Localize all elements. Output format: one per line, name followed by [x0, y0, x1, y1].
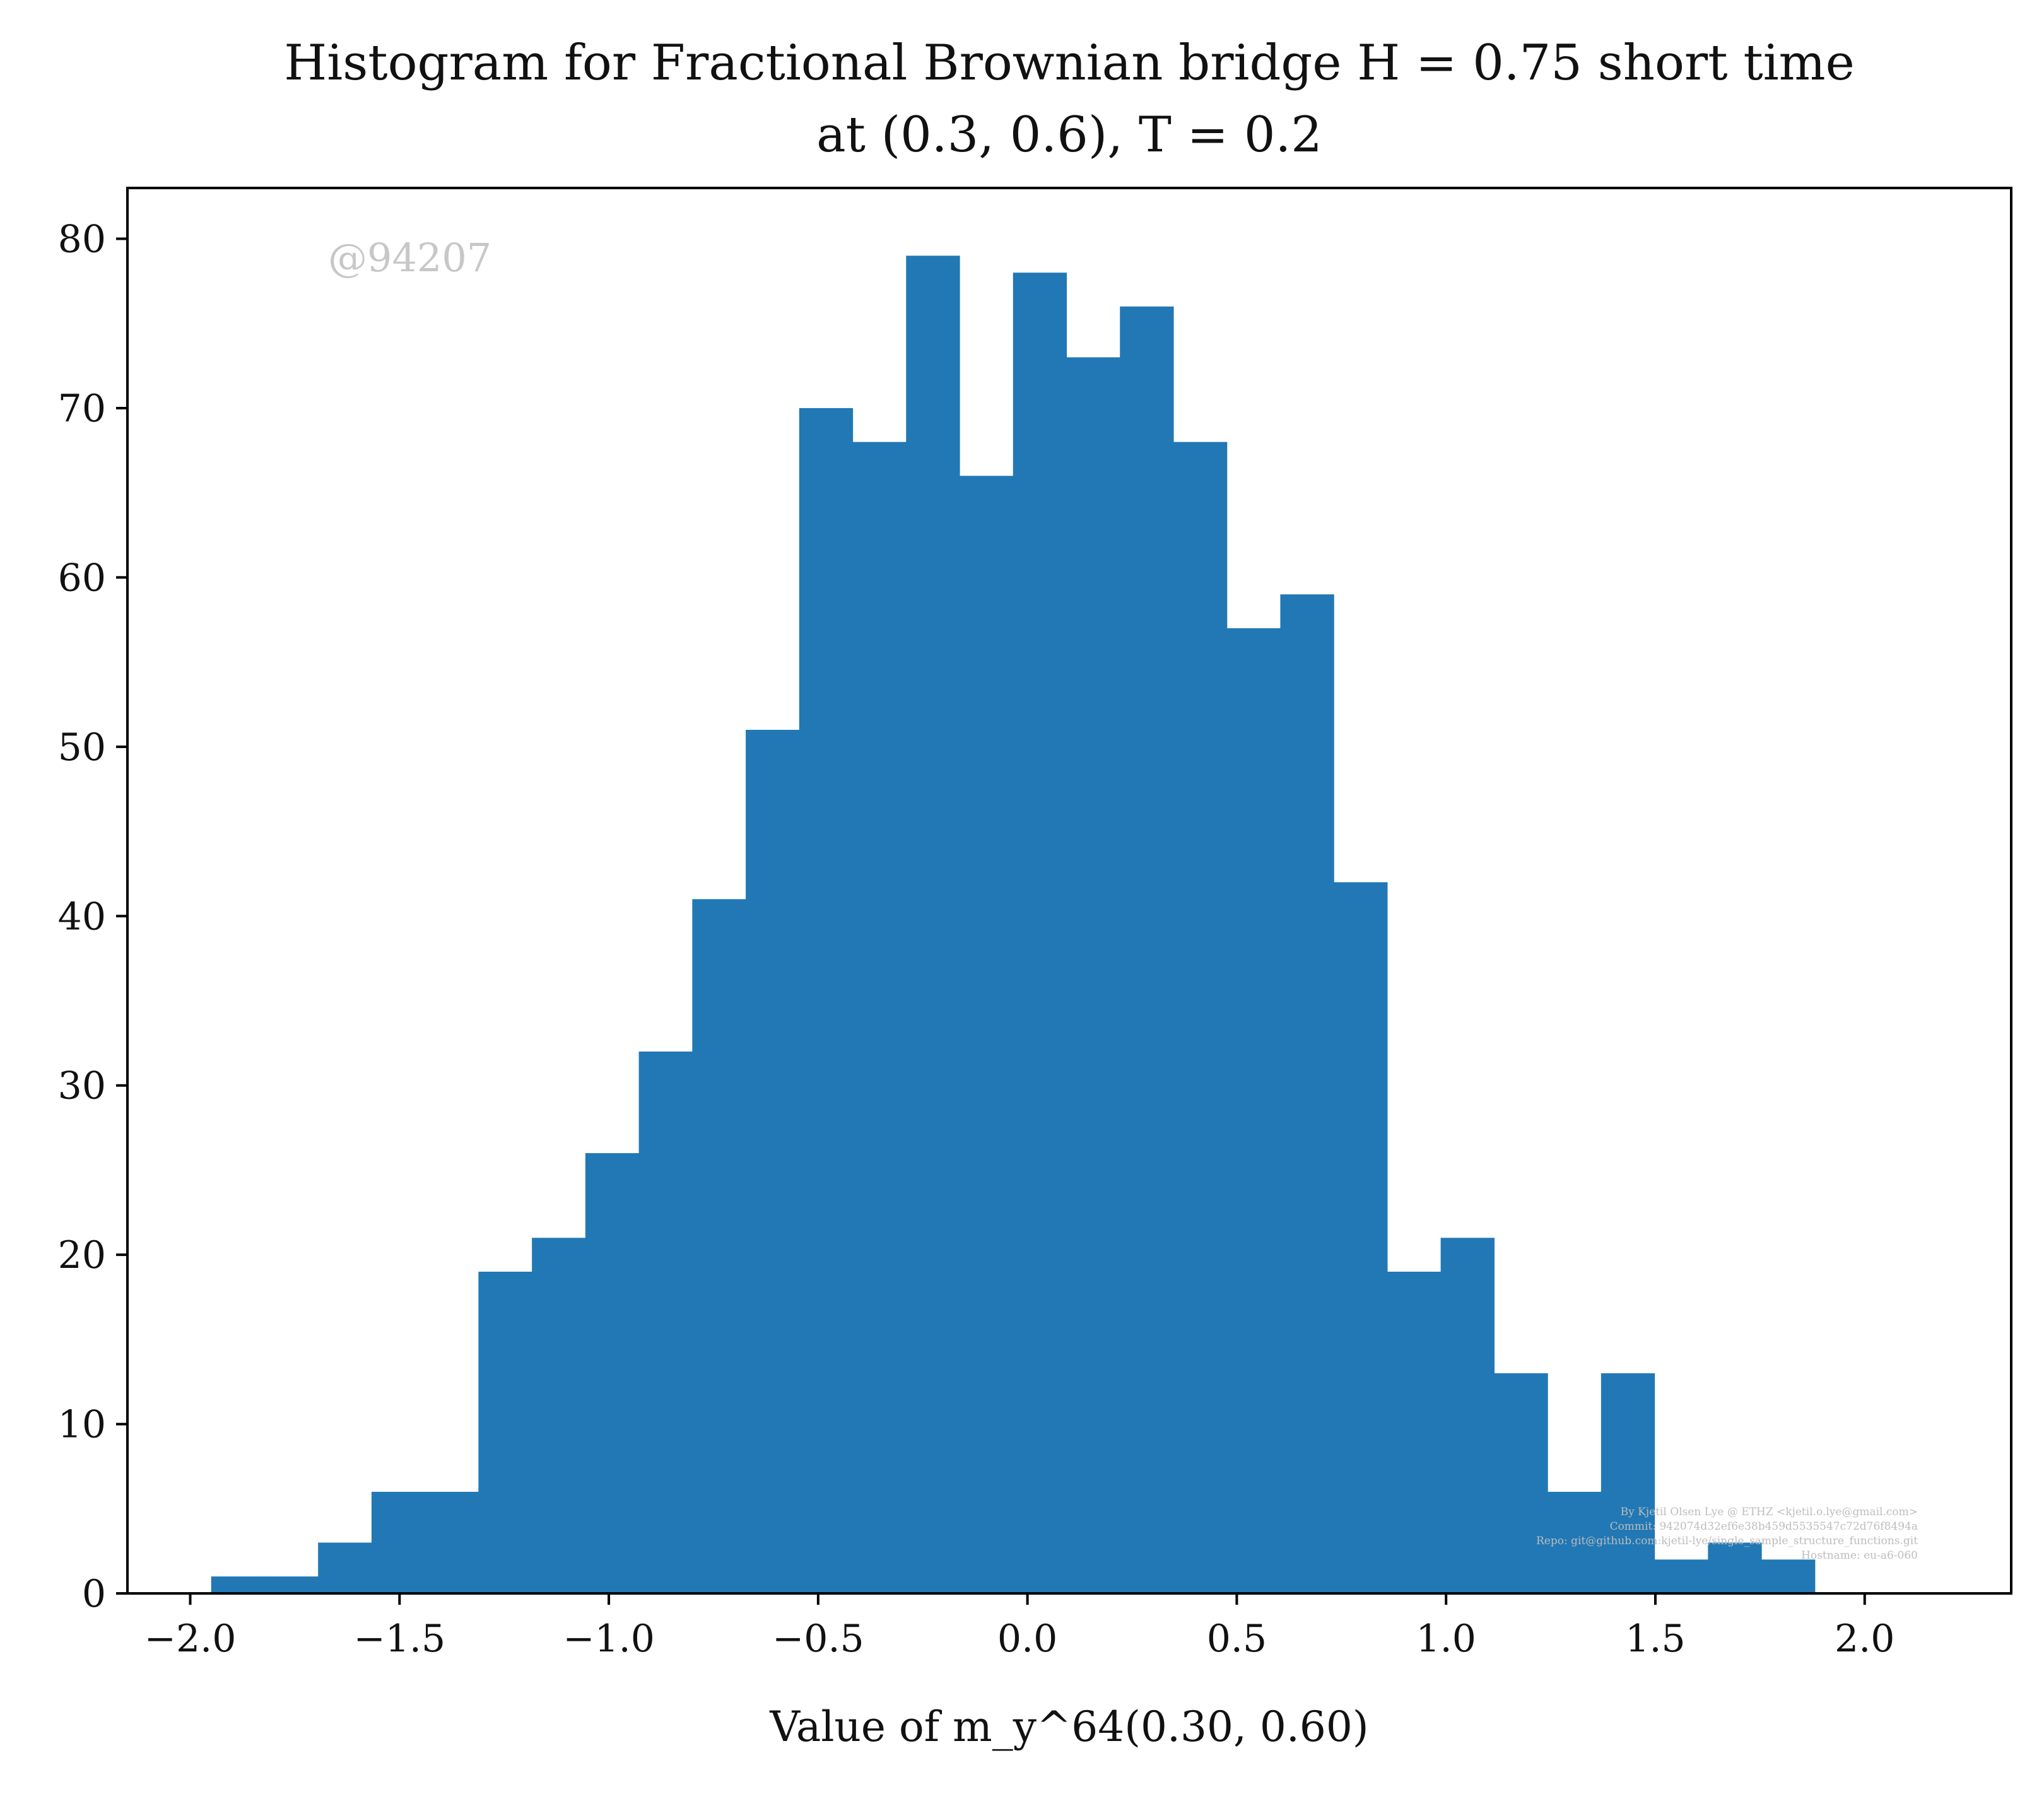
- histogram-bar: [1708, 1542, 1762, 1593]
- y-tick-label: 0: [82, 1572, 106, 1616]
- histogram-bar: [585, 1153, 640, 1593]
- histogram-bar: [1548, 1491, 1602, 1593]
- histogram-bar: [1387, 1271, 1442, 1593]
- histogram-bar: [371, 1491, 426, 1593]
- chart-subtitle: at (0.3, 0.6), T = 0.2: [816, 107, 1322, 163]
- histogram-bar: [425, 1491, 479, 1593]
- x-axis-label: Value of m_y^64(0.30, 0.60): [769, 1703, 1368, 1751]
- histogram-bar: [1120, 306, 1174, 1594]
- y-tick-label: 40: [58, 894, 106, 939]
- y-axis-ticks: 0 10 20 30 40 50 60 70 80: [58, 218, 127, 1616]
- footer-line-1: By Kjetil Olsen Lye @ ETHZ <kjetil.o.lye…: [1621, 1506, 1918, 1518]
- histogram-bar: [638, 1052, 693, 1593]
- y-tick-label: 50: [58, 725, 106, 770]
- x-tick-label: 0.5: [1207, 1617, 1267, 1661]
- histogram-bar: [1280, 594, 1334, 1593]
- histogram-bar: [1173, 442, 1228, 1593]
- histogram-bars: [211, 255, 1816, 1594]
- y-tick-label: 60: [58, 556, 106, 600]
- histogram-bar: [318, 1542, 372, 1593]
- y-tick-label: 30: [58, 1064, 106, 1108]
- histogram-bar: [211, 1576, 266, 1593]
- x-tick-label: −0.5: [772, 1617, 864, 1661]
- histogram-bar: [264, 1576, 319, 1593]
- x-tick-label: 1.5: [1625, 1617, 1685, 1661]
- histogram-bar: [532, 1238, 586, 1593]
- footer-line-2: Commit: 942074d32ef6e38b459d5535547c72d7…: [1610, 1520, 1918, 1533]
- histogram-bar: [1601, 1373, 1655, 1593]
- x-tick-label: −2.0: [144, 1617, 237, 1661]
- chart-title: Histogram for Fractional Brownian bridge…: [284, 35, 1855, 91]
- plot-frame: [126, 187, 2012, 1595]
- histogram-bar: [960, 476, 1014, 1593]
- x-axis-ticks: −2.0 −1.5 −1.0 −0.5 0.0 0.5 1.0 1.5 2.0: [144, 1593, 1894, 1661]
- footer-credits: By Kjetil Olsen Lye @ ETHZ <kjetil.o.lye…: [1536, 1506, 1918, 1562]
- histogram-bar: [1066, 357, 1120, 1593]
- histogram-bar: [1334, 882, 1388, 1593]
- histogram-bar: [906, 255, 960, 1593]
- histogram-bar: [692, 899, 746, 1593]
- y-tick-label: 20: [58, 1233, 106, 1277]
- y-tick-label: 70: [58, 387, 106, 431]
- histogram-bar: [1761, 1559, 1816, 1593]
- histogram-bar: [1013, 273, 1067, 1594]
- x-tick-label: −1.0: [563, 1617, 655, 1661]
- histogram-bar: [1494, 1373, 1548, 1593]
- histogram-bar: [852, 442, 907, 1593]
- x-tick-label: −1.5: [353, 1617, 445, 1661]
- histogram-bar: [1440, 1238, 1495, 1593]
- footer-line-4: Hostname: eu-a6-060: [1801, 1549, 1918, 1562]
- histogram-bar: [1226, 628, 1281, 1593]
- y-tick-label: 10: [58, 1403, 106, 1447]
- watermark-text: @94207: [328, 235, 491, 281]
- histogram-bar: [799, 407, 854, 1593]
- histogram-bar: [746, 729, 800, 1593]
- histogram-bar: [478, 1271, 532, 1593]
- histogram-bar: [1654, 1559, 1708, 1593]
- y-tick-label: 80: [58, 218, 106, 262]
- footer-line-3: Repo: git@github.com:kjetil-lye/single_s…: [1536, 1535, 1918, 1547]
- x-tick-label: 0.0: [997, 1617, 1057, 1661]
- x-tick-label: 2.0: [1835, 1617, 1894, 1661]
- x-tick-label: 1.0: [1416, 1617, 1476, 1661]
